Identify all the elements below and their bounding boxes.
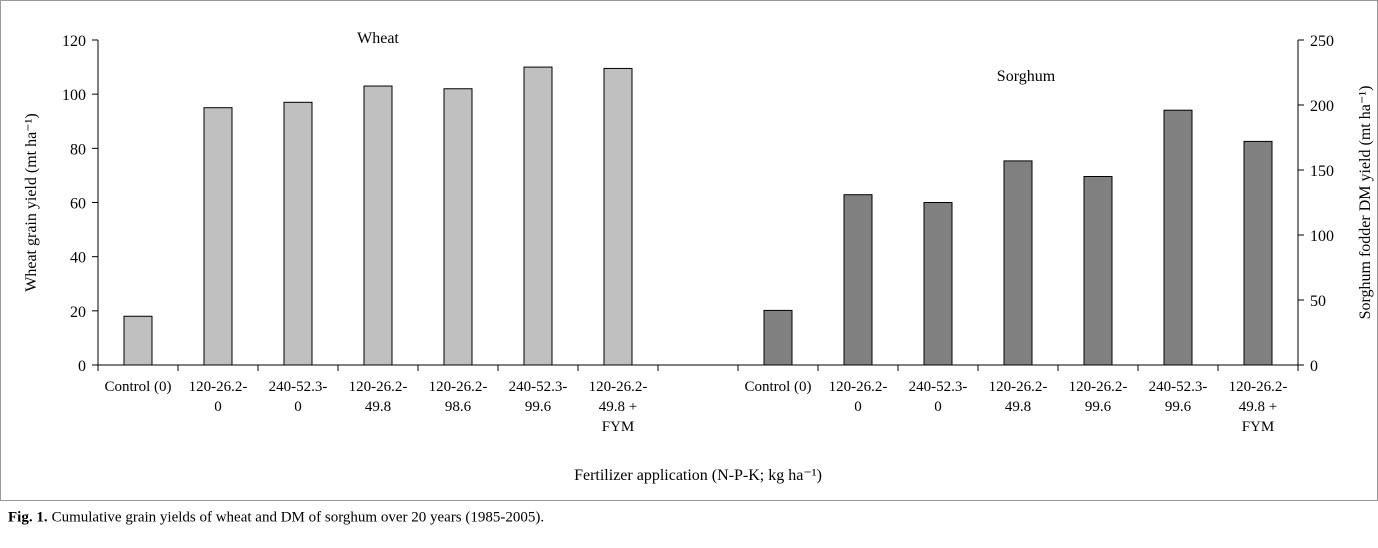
- x-tick-label: 120-26.2-0: [189, 379, 248, 415]
- bar: [443, 88, 473, 366]
- y2-tick-label: 150: [1310, 163, 1334, 180]
- bar: [843, 194, 873, 366]
- bar: [1243, 140, 1273, 366]
- series-label: Sorghum: [997, 68, 1056, 85]
- bar: [1003, 160, 1033, 366]
- y2-axis-title: Sorghum fodder DM yield (mt ha⁻¹): [1357, 86, 1374, 320]
- x-tick-label: 120-26.2-98.6: [429, 379, 488, 415]
- bar: [123, 315, 153, 366]
- y-axis-title: Wheat grain yield (mt ha⁻¹): [23, 113, 40, 292]
- bar: [203, 107, 233, 366]
- bar: [923, 202, 953, 366]
- y-tick-label: 40: [70, 250, 86, 267]
- caption-text: Cumulative grain yields of wheat and DM …: [52, 509, 545, 525]
- y2-tick-label: 100: [1310, 228, 1334, 245]
- y-tick-label: 60: [70, 196, 86, 213]
- bar: [523, 66, 553, 366]
- series-label: Wheat: [357, 30, 399, 47]
- x-axis-title: Fertilizer application (N-P-K; kg ha⁻¹): [574, 467, 822, 484]
- caption-label: Fig. 1.: [8, 509, 48, 525]
- x-tick-label: 240-52.3-0: [269, 379, 328, 415]
- y-tick-label: 0: [78, 358, 86, 375]
- x-tick-label: 120-26.2-49.8 + FYM: [1229, 379, 1288, 435]
- y2-tick-label: 250: [1310, 33, 1334, 50]
- bar: [1163, 109, 1193, 366]
- y-tick-label: 20: [70, 304, 86, 321]
- y2-tick-label: 0: [1310, 358, 1318, 375]
- x-tick-label: 120-26.2-0: [829, 379, 888, 415]
- y2-tick-label: 200: [1310, 98, 1334, 115]
- bar: [603, 67, 633, 366]
- x-tick-label: 120-26.2-49.8: [349, 379, 408, 415]
- y-tick-label: 80: [70, 141, 86, 158]
- y2-tick-label: 50: [1310, 293, 1326, 310]
- x-tick-label: 240-52.3-99.6: [509, 379, 568, 415]
- x-tick-label: 120-26.2-99.6: [1069, 379, 1128, 415]
- bar: [363, 85, 393, 366]
- bar: [283, 101, 313, 366]
- x-tick-label: 120-26.2-49.8 + FYM: [589, 379, 648, 435]
- x-tick-label: Control (0): [104, 379, 171, 395]
- y-tick-label: 100: [62, 87, 86, 104]
- x-tick-label: 240-52.3-0: [909, 379, 968, 415]
- x-tick-label: 240-52.3-99.6: [1149, 379, 1208, 415]
- y-tick-label: 120: [62, 33, 86, 50]
- bar: [763, 309, 793, 366]
- bar: [1083, 176, 1113, 366]
- x-tick-label: 120-26.2-49.8: [989, 379, 1048, 415]
- x-tick-label: Control (0): [744, 379, 811, 395]
